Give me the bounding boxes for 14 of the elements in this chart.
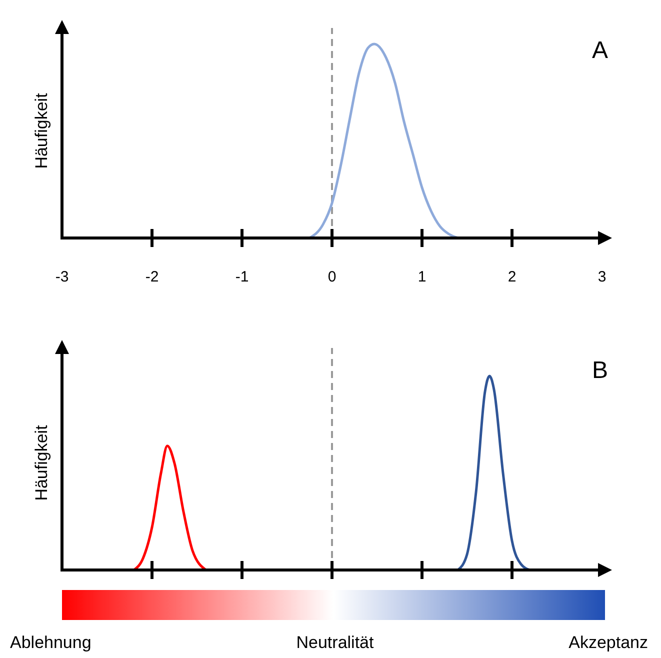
y-axis-title: Häufigkeit <box>32 92 51 169</box>
x-tick-label: 0 <box>328 268 336 286</box>
annotation: B <box>592 357 608 384</box>
text: Neutralität <box>296 633 374 652</box>
x-tick-label: 3 <box>598 268 606 286</box>
x-tick-label: 2 <box>508 268 516 286</box>
text: Ablehnung <box>10 633 92 652</box>
x-tick-label: -1 <box>235 268 249 286</box>
x-tick-label: -2 <box>145 268 159 286</box>
x-tick-label: -3 <box>55 268 69 286</box>
annotation: A <box>592 37 608 64</box>
x-tick-label: 1 <box>418 268 426 286</box>
y-axis-title: Häufigkeit <box>32 424 51 501</box>
text: Akzeptanz <box>568 633 648 652</box>
